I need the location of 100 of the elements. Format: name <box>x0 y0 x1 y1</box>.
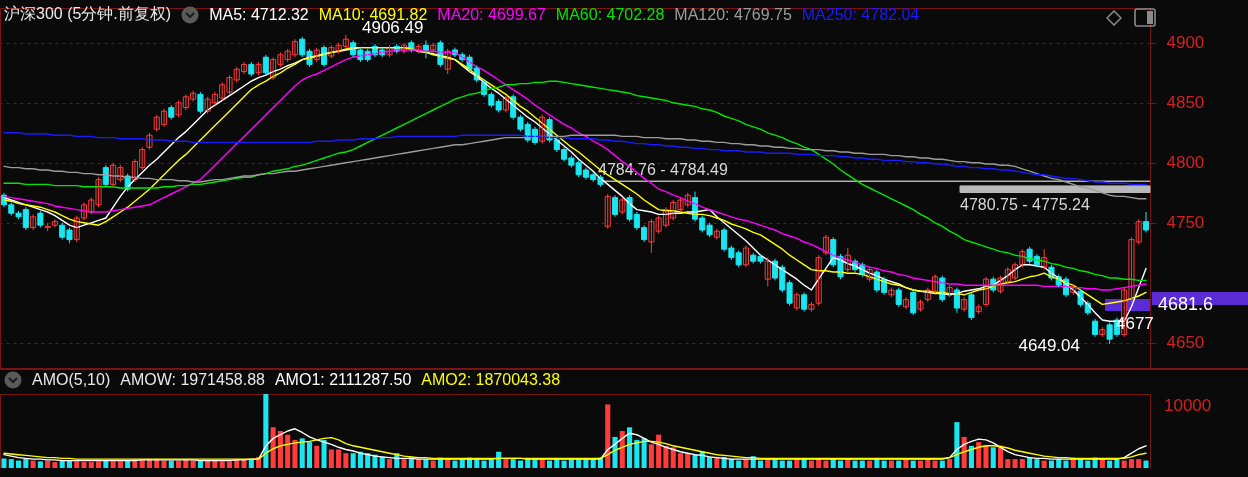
bar <box>1034 459 1040 468</box>
bar <box>663 445 669 468</box>
bar <box>787 460 793 468</box>
bar <box>285 434 291 468</box>
bar <box>74 461 80 468</box>
bar <box>321 439 327 468</box>
candlestick <box>197 91 204 115</box>
candlestick <box>895 287 902 308</box>
annotation: 4649.04 <box>1018 336 1080 355</box>
bar <box>910 460 916 468</box>
y-tick-label: 4800 <box>1166 153 1205 173</box>
bar <box>896 460 902 468</box>
candlestick <box>917 299 924 313</box>
bar <box>517 460 523 468</box>
bar <box>190 460 196 468</box>
line-series <box>3 134 1147 200</box>
bar <box>823 460 829 468</box>
bar <box>336 449 342 468</box>
bar <box>306 442 313 468</box>
bar <box>983 445 989 468</box>
line-series <box>3 132 1147 186</box>
bar <box>161 460 167 468</box>
bar <box>343 453 349 468</box>
bar <box>226 461 233 468</box>
bar <box>452 460 458 468</box>
text: 10000 <box>1164 396 1212 415</box>
bar <box>1012 459 1018 468</box>
bar <box>976 442 982 468</box>
bar <box>677 453 684 468</box>
bar <box>1041 460 1047 468</box>
candlestick <box>248 61 255 77</box>
bar <box>1085 460 1091 468</box>
bar <box>263 394 269 468</box>
bar <box>197 460 203 468</box>
candlestick <box>888 287 895 298</box>
bar <box>350 453 356 468</box>
y-tick-label: 4850 <box>1166 93 1205 113</box>
bar <box>270 427 276 468</box>
bar <box>1019 459 1025 468</box>
bar <box>1136 459 1142 468</box>
bar <box>510 459 516 468</box>
bar <box>641 438 647 468</box>
bar <box>547 460 553 468</box>
bar <box>88 462 94 468</box>
bar <box>917 460 924 468</box>
bar <box>45 460 51 468</box>
text: AMOW: 1971458.88 <box>120 371 265 389</box>
bar <box>990 447 996 468</box>
bar <box>314 445 320 468</box>
bar <box>1063 460 1069 468</box>
bar <box>168 460 174 468</box>
bar <box>837 460 844 468</box>
bar <box>277 431 283 468</box>
bar <box>1128 459 1134 468</box>
bar <box>736 460 742 468</box>
line-series <box>3 80 1147 282</box>
bar <box>372 454 378 468</box>
bar <box>954 422 960 468</box>
bar <box>110 461 116 468</box>
text: MA120: 4769.75 <box>674 5 792 24</box>
text: MA5: 4712.32 <box>209 5 309 24</box>
bar <box>117 461 123 468</box>
bar <box>219 461 225 468</box>
series-label: MA20: 4699.67 <box>437 5 546 24</box>
text: AMO1: 2111287.50 <box>274 371 412 389</box>
y-tick-label: 4900 <box>1166 33 1205 53</box>
bar <box>299 438 305 468</box>
bar <box>714 457 720 468</box>
bar <box>670 447 676 468</box>
bar <box>52 462 58 468</box>
bar <box>365 453 371 468</box>
bar <box>176 460 182 468</box>
candlestick <box>37 210 44 229</box>
bar <box>932 460 938 468</box>
bar <box>627 427 633 468</box>
bar <box>1027 457 1033 468</box>
chart-title: 沪深300 (5分钟.前复权) <box>4 4 172 24</box>
bar <box>939 460 945 468</box>
bar <box>481 460 487 468</box>
bar <box>779 460 785 468</box>
bar <box>496 451 502 468</box>
bar <box>968 445 974 468</box>
bar <box>66 460 73 468</box>
candlestick <box>255 61 262 76</box>
bar <box>707 456 713 468</box>
bar <box>37 461 43 468</box>
y-tick-label: 4750 <box>1166 213 1205 233</box>
bar <box>8 459 14 468</box>
bar <box>881 460 887 468</box>
bar <box>808 460 814 468</box>
bar <box>692 454 698 468</box>
bar <box>605 404 611 468</box>
bar <box>292 439 298 468</box>
bar <box>888 460 894 468</box>
bar <box>23 459 29 468</box>
bar <box>503 459 509 468</box>
bar <box>859 460 865 468</box>
bar <box>561 460 567 468</box>
bar <box>30 460 36 468</box>
bar <box>96 461 102 468</box>
